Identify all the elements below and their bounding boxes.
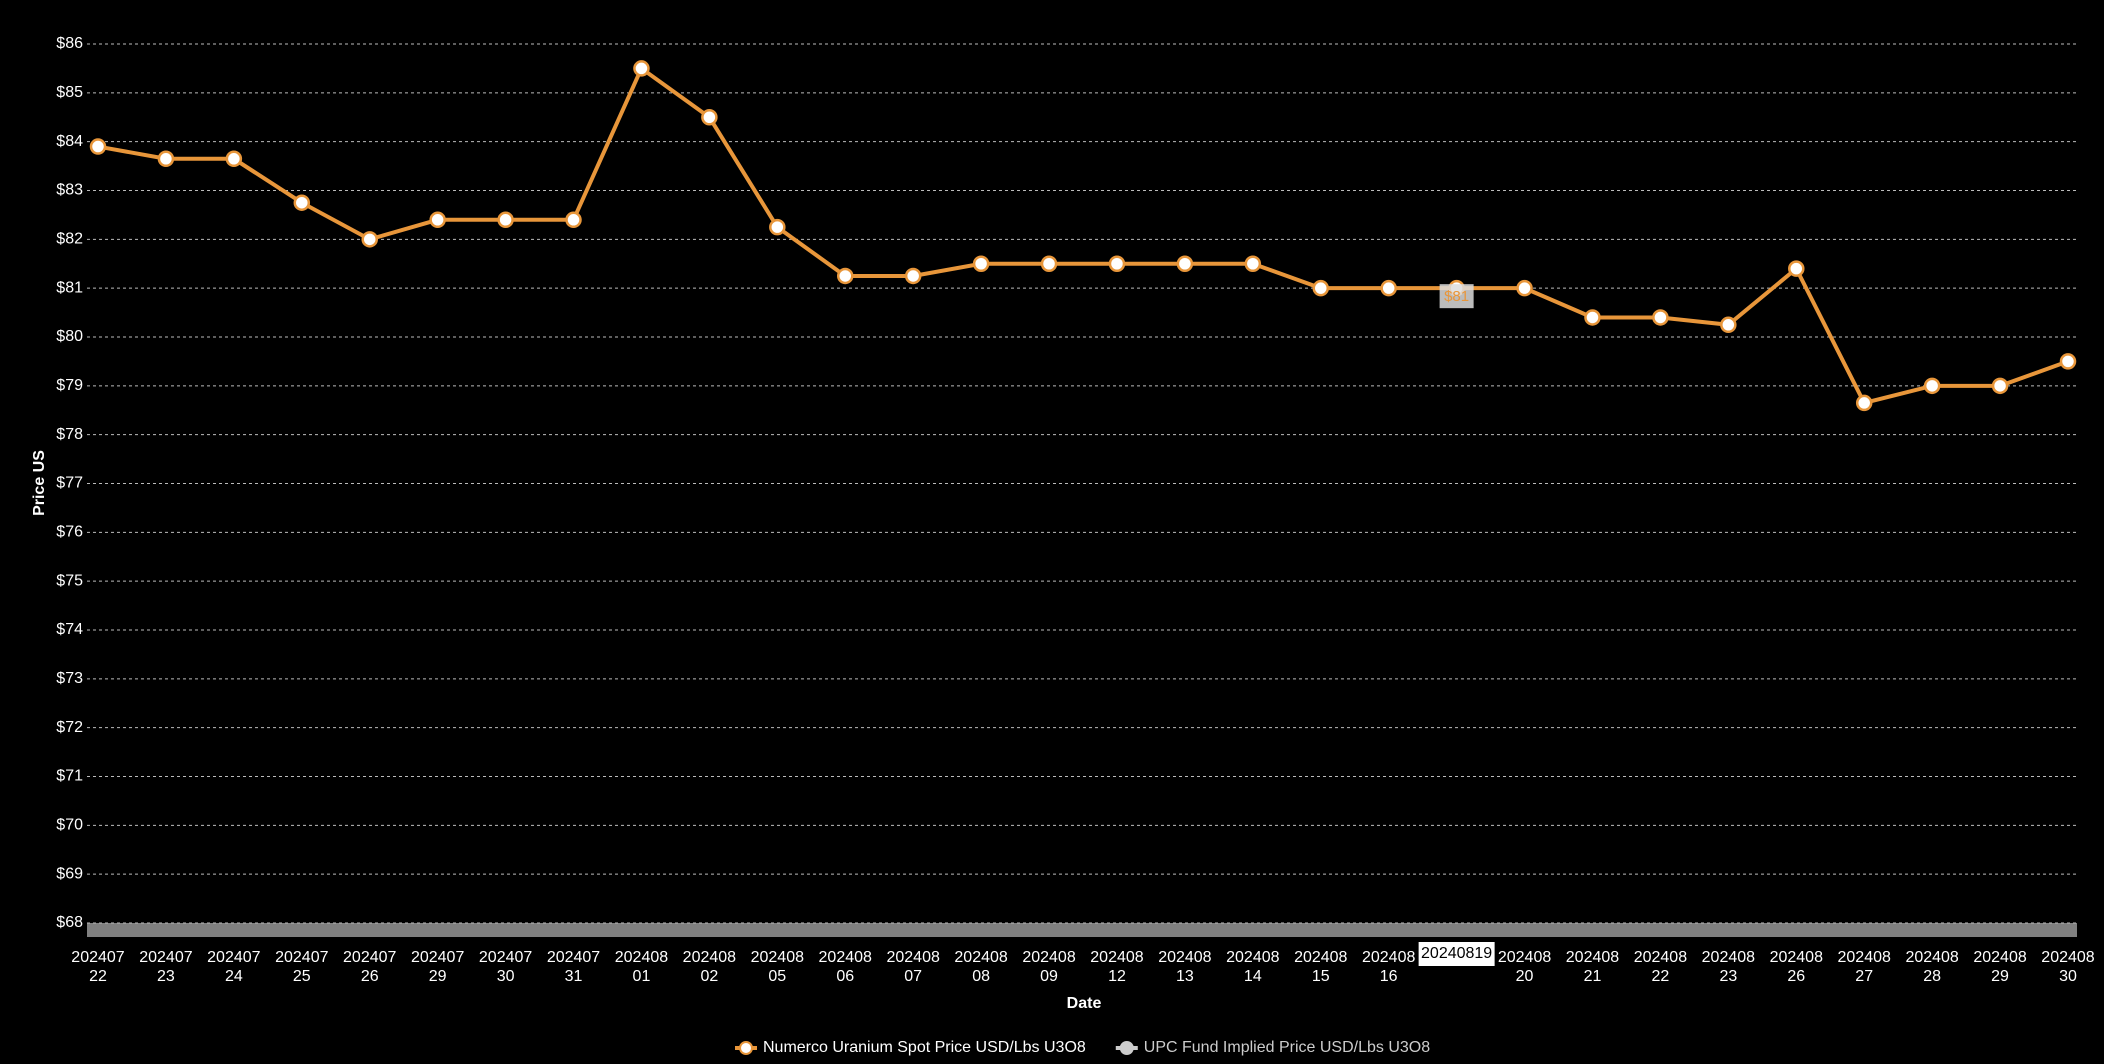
x-tick-label: 202408 13: [1158, 949, 1211, 985]
y-tick-label: $85: [56, 84, 83, 101]
x-tick-label: 202408 01: [615, 949, 668, 985]
legend-marker: [1119, 1041, 1134, 1055]
data-point: [1991, 377, 2009, 395]
x-tick-label: 202407 29: [411, 949, 464, 985]
y-tick-label: $72: [56, 719, 83, 736]
data-point: [361, 231, 378, 248]
data-point: [225, 150, 243, 168]
data-point: [1584, 309, 1601, 326]
data-point: [769, 218, 786, 236]
series-line: [97, 65, 2069, 406]
x-tick-label: 202408 06: [819, 949, 872, 985]
y-tick-label: $79: [56, 377, 83, 394]
data-point: [1855, 394, 1873, 412]
data-point: [1244, 255, 1262, 272]
y-tick-label: $81: [56, 279, 83, 296]
y-tick-label: $76: [56, 524, 83, 541]
x-tick-label: 202407 22: [71, 949, 124, 985]
data-point: [701, 109, 718, 126]
legend-label: UPC Fund Implied Price USD/Lbs U3O8: [1144, 1039, 1430, 1056]
x-tick-label: 202408 07: [886, 949, 939, 985]
y-tick-label: $69: [56, 865, 83, 882]
data-point: [1312, 279, 1330, 297]
y-axis-label: Price US: [31, 450, 48, 516]
x-tick-label: 202407 31: [547, 949, 600, 985]
x-axis-label: Date: [1067, 995, 1102, 1012]
data-point: [1788, 260, 1805, 277]
x-tick-label: 202407 24: [207, 949, 260, 985]
data-point: [1516, 279, 1533, 297]
data-point: [89, 138, 107, 155]
x-tick-label: 202408 29: [1973, 949, 2026, 985]
data-point: [1040, 255, 1058, 272]
x-tick-label: 202407 23: [139, 949, 192, 985]
x-tick-label: 202408 14: [1226, 949, 1279, 985]
x-tick-label: 202408 21: [1566, 949, 1619, 985]
y-tick-label: $84: [56, 133, 83, 150]
y-tick-label: $73: [56, 670, 83, 687]
x-tick-label: 202408 23: [1702, 949, 1755, 985]
data-point: [633, 60, 650, 77]
data-point: [157, 150, 175, 168]
tooltip-box: [1439, 284, 1474, 309]
y-tick-label: $86: [56, 35, 83, 52]
navigator-bar[interactable]: [87, 923, 2077, 937]
data-point: [1652, 309, 1669, 326]
data-point: [836, 267, 854, 285]
x-tick-label: 202408 05: [751, 949, 804, 985]
tooltip-value: $81: [1444, 288, 1469, 305]
data-point: [1923, 377, 1941, 395]
data-point: [429, 211, 446, 229]
y-tick-label: $80: [56, 328, 83, 345]
x-tick-label: 202408 27: [1838, 949, 1891, 985]
y-tick-label: $82: [56, 231, 83, 248]
x-tick-label: 202408 28: [1905, 949, 1958, 985]
data-point: [972, 255, 990, 272]
x-tick-label: 202408 16: [1362, 949, 1415, 985]
data-point: [1720, 316, 1737, 334]
x-tick-label: 202408 30: [2041, 949, 2094, 985]
y-tick-label: $78: [56, 426, 83, 443]
data-point: [1176, 255, 1194, 272]
y-tick-label: $71: [56, 768, 83, 785]
data-point: [1108, 255, 1126, 272]
x-tick-label: 202407 25: [275, 949, 328, 985]
x-tick-label: 202407 26: [343, 949, 396, 985]
data-point: [565, 211, 582, 229]
x-tick-label: 202408 08: [954, 949, 1007, 985]
x-tick-label: 202407 30: [479, 949, 532, 985]
legend-label: Numerco Uranium Spot Price USD/Lbs U3O8: [763, 1039, 1086, 1056]
tooltip-x-label: 20240819: [1421, 945, 1492, 962]
x-tick-label: 202408 09: [1022, 949, 1075, 985]
y-tick-label: $77: [56, 475, 83, 492]
x-tick-label: 202408 22: [1634, 949, 1687, 985]
y-tick-label: $68: [56, 914, 83, 931]
x-tick-label: 202408 20: [1498, 949, 1551, 985]
data-point: [497, 211, 514, 229]
x-tick-label: 202408 15: [1294, 949, 1347, 985]
data-point: [904, 267, 922, 285]
y-tick-label: $70: [56, 817, 83, 834]
x-tick-label: 202408 02: [683, 949, 736, 985]
data-point: [293, 194, 311, 211]
data-point: [2059, 353, 2077, 370]
data-point: [1380, 279, 1397, 297]
y-tick-label: $83: [56, 182, 83, 199]
tooltip-x-box: [1418, 942, 1495, 966]
x-tick-label: 202408 12: [1090, 949, 1143, 985]
y-tick-label: $75: [56, 572, 83, 589]
legend-marker: [739, 1041, 753, 1055]
y-tick-label: $74: [56, 621, 83, 638]
x-tick-label: 202408 26: [1770, 949, 1823, 985]
